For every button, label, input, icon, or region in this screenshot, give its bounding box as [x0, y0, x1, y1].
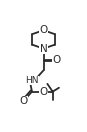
- Text: O: O: [39, 25, 48, 35]
- Text: HN: HN: [25, 76, 39, 85]
- Text: O: O: [39, 87, 47, 97]
- Text: O: O: [20, 96, 28, 106]
- Text: O: O: [53, 55, 61, 65]
- Text: N: N: [40, 44, 47, 54]
